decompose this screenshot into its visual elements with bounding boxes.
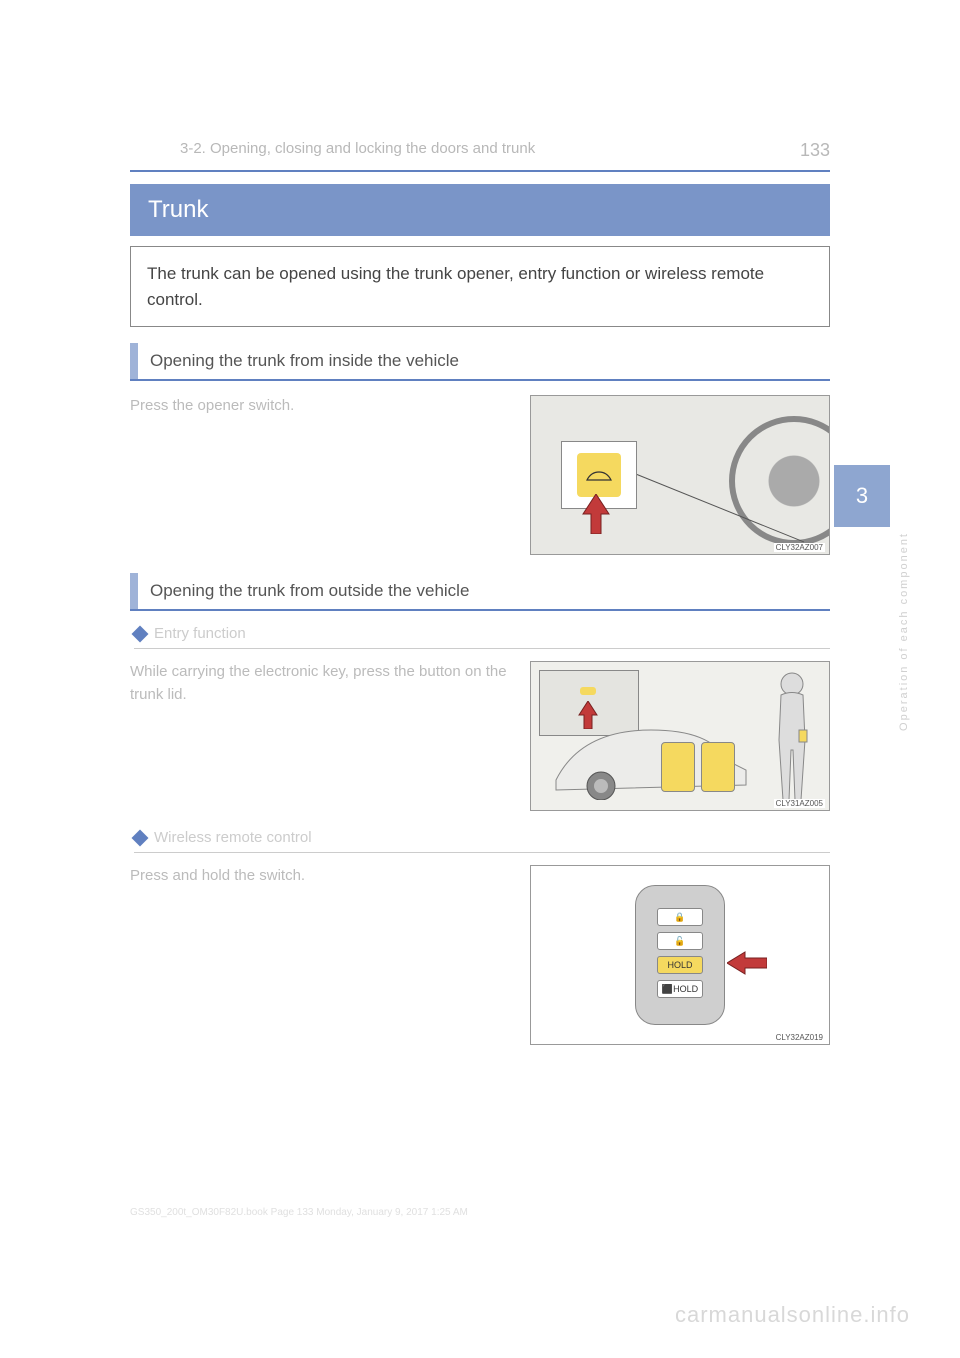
section-body-wireless: Press and hold the switch. 🔒 🔓 HOLD ⬛HOL… [130, 865, 830, 1045]
page-container: 133 3-2. Opening, closing and locking th… [0, 0, 960, 1358]
section-header-inside: Opening the trunk from inside the vehicl… [130, 343, 830, 381]
content-area: Trunk The trunk can be opened using the … [0, 170, 960, 1045]
diamond-bullet-icon [132, 625, 149, 642]
trunk-opener-button-face [577, 453, 621, 497]
arrow-up-icon [581, 494, 611, 534]
keyfob-pair [661, 742, 735, 792]
page-title: Trunk [130, 184, 830, 236]
entry-text: While carrying the electronic key, press… [130, 661, 512, 706]
entry-function-label: Entry function [154, 625, 246, 642]
section-body-entry: While carrying the electronic key, press… [130, 661, 830, 811]
wireless-label: Wireless remote control [154, 829, 312, 846]
watermark: carmanualsonline.info [675, 1302, 910, 1328]
section-body-inside: Press the opener switch. CLY32AZ007 [130, 395, 830, 555]
section-header-inside-label: Opening the trunk from inside the vehicl… [130, 343, 830, 379]
keyfob-large-icon: 🔒 🔓 HOLD ⬛HOLD [635, 885, 725, 1025]
breadcrumb: 3-2. Opening, closing and locking the do… [180, 140, 535, 157]
entry-function-heading: Entry function [134, 625, 830, 649]
panic-hold-button-icon: ⬛HOLD [657, 980, 703, 998]
trunk-hold-button-icon: HOLD [657, 956, 703, 974]
inside-text: Press the opener switch. [130, 395, 512, 418]
dashboard-illustration: CLY32AZ007 [530, 395, 830, 555]
image-code: CLY31AZ005 [774, 799, 825, 808]
keyfob-icon [661, 742, 695, 792]
section-header-outside: Opening the trunk from outside the vehic… [130, 573, 830, 611]
lock-button-icon: 🔒 [657, 908, 703, 926]
keyfob-icon [701, 742, 735, 792]
arrow-left-icon [727, 950, 767, 976]
trunk-release-button-icon [580, 687, 596, 695]
entry-text-line1: While carrying the electronic key, press… [130, 661, 512, 706]
footer-code: GS350_200t_OM30F82U.book Page 133 Monday… [130, 1207, 468, 1218]
wireless-heading: Wireless remote control [134, 829, 830, 853]
side-chapter-tab: 3 [834, 465, 890, 527]
intro-text: The trunk can be opened using the trunk … [130, 246, 830, 327]
image-code: CLY32AZ007 [774, 543, 825, 552]
section-header-outside-label: Opening the trunk from outside the vehic… [130, 573, 830, 609]
image-code: CLY32AZ019 [774, 1033, 825, 1042]
unlock-button-icon: 🔓 [657, 932, 703, 950]
car-rear-illustration: CLY31AZ005 [530, 661, 830, 811]
remote-illustration: 🔒 🔓 HOLD ⬛HOLD CLY32AZ019 [530, 865, 830, 1045]
person-silhouette-icon [765, 670, 819, 805]
top-divider [130, 170, 830, 172]
wireless-text: Press and hold the switch. [130, 865, 512, 888]
diamond-bullet-icon [132, 829, 149, 846]
page-number: 133 [800, 140, 830, 161]
side-chapter-label: Operation of each component [898, 532, 910, 731]
car-trunk-icon [585, 468, 613, 482]
steering-wheel-icon [729, 416, 830, 546]
